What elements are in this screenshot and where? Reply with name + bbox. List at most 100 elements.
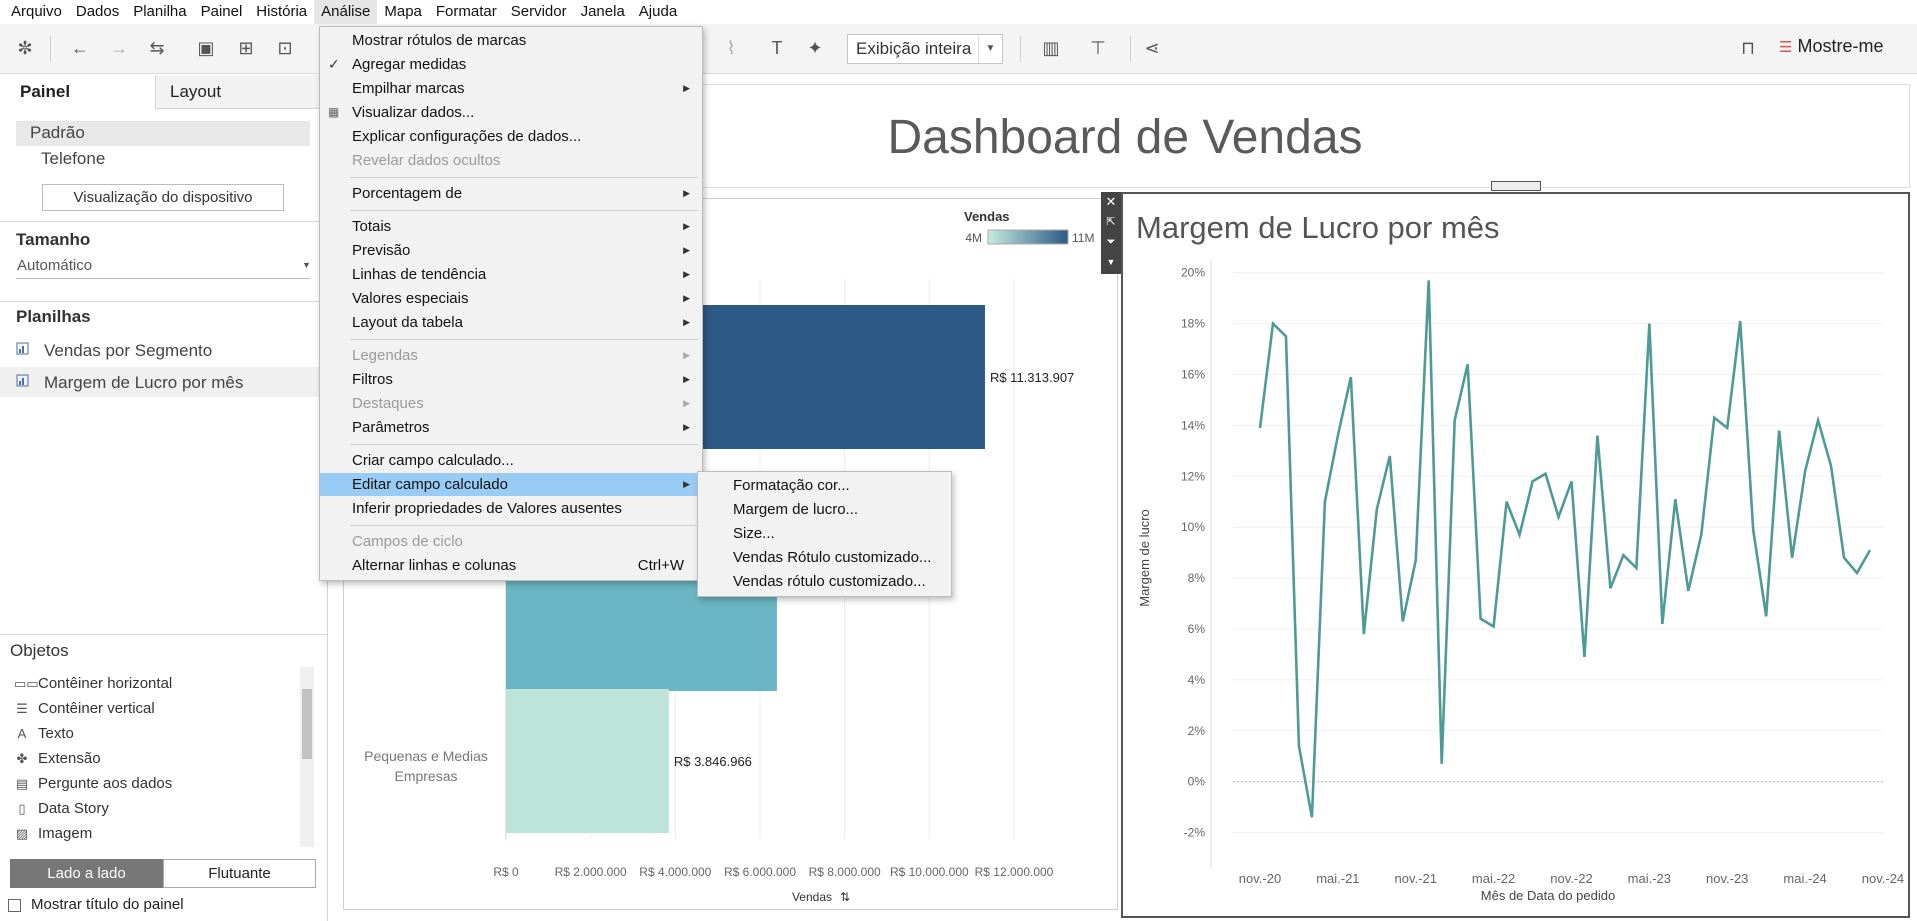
menu-dados[interactable]: Dados <box>75 3 120 20</box>
analysis-menu-item[interactable]: Layout da tabela ▶ <box>320 311 702 334</box>
share-icon[interactable]: ⋖ <box>1144 38 1160 58</box>
analysis-menu-item[interactable]: Alternar linhas e colunas Ctrl+W <box>320 554 702 577</box>
menu-painel[interactable]: Painel <box>200 3 243 20</box>
analysis-menu-item[interactable]: Inferir propriedades de Valores ausentes <box>320 497 702 520</box>
menu-item-label: Previsão <box>352 242 411 259</box>
y-tick-label: -2% <box>1184 826 1206 840</box>
analysis-menu-item[interactable]: Explicar configurações de dados... <box>320 125 702 148</box>
tab-layout[interactable]: Layout <box>155 75 328 109</box>
presentation-icon[interactable]: ⊤ <box>1090 38 1106 58</box>
analysis-menu-item[interactable]: Empilhar marcas ▶ <box>320 77 702 100</box>
show-cards-icon[interactable]: ▥ <box>1042 38 1060 58</box>
object-ask-data[interactable]: ▤ Pergunte aos dados <box>15 775 173 792</box>
redo-icon[interactable]: → <box>110 38 128 58</box>
text-icon[interactable]: T <box>771 38 783 58</box>
menu-janela[interactable]: Janela <box>580 3 625 20</box>
drag-handle[interactable] <box>1491 181 1541 191</box>
pin-icon[interactable]: ✦ <box>807 38 823 58</box>
menu-mapa[interactable]: Mapa <box>384 3 422 20</box>
menu-arquivo[interactable]: Arquivo <box>11 3 62 20</box>
analysis-menu-item[interactable]: Previsão ▶ <box>320 239 702 262</box>
analysis-menu-item[interactable]: Valores especiais ▶ <box>320 287 702 310</box>
object-image[interactable]: ▨ Imagem <box>15 825 93 842</box>
menu-item-label: Valores especiais <box>352 290 469 307</box>
show-title-checkbox[interactable] <box>8 899 21 912</box>
fit-dropdown[interactable]: Exibição inteira ▼ <box>847 34 1003 64</box>
tab-painel[interactable]: Painel <box>0 75 155 109</box>
new-datasource-icon[interactable]: ⊞ <box>238 38 254 58</box>
more-options-icon[interactable]: ▼ <box>1106 257 1116 267</box>
analysis-menu: Mostrar rótulos de marcas ✓ Agregar medida… <box>319 26 703 581</box>
menu-ajuda[interactable]: Ajuda <box>638 3 678 20</box>
analysis-menu-item[interactable]: Linhas de tendência ▶ <box>320 263 702 286</box>
x-tick-label: R$ 8.000.000 <box>809 865 881 879</box>
tableau-logo-icon[interactable]: ✼ <box>17 38 33 58</box>
calc-field-item[interactable]: Margem de lucro... <box>698 498 951 521</box>
sheet-margem-lucro[interactable]: Margem de Lucro por mês <box>44 373 244 392</box>
size-chevron-down-icon[interactable]: ▼ <box>302 260 311 270</box>
sheet-vendas-segmento[interactable]: Vendas por Segmento <box>44 341 213 360</box>
menu-planilha[interactable]: Planilha <box>133 3 187 20</box>
calc-field-item[interactable]: Formatação cor... <box>698 474 951 497</box>
y-tick-label: 18% <box>1181 317 1205 331</box>
image-icon: ▨ <box>15 825 29 841</box>
menu-item-label: Editar campo calculado <box>352 476 508 493</box>
dashboard-title: Dashboard de Vendas <box>887 111 1363 164</box>
object-horizontal-container[interactable]: ▭▭ Contêiner horizontal <box>14 675 173 692</box>
object-text[interactable]: A Texto <box>14 725 74 742</box>
calc-field-item[interactable]: Size... <box>698 522 951 545</box>
y-tick-label: 8% <box>1188 571 1206 585</box>
menu-analise[interactable]: Análise <box>314 0 378 24</box>
analysis-menu-item[interactable]: ▦ Visualizar dados... <box>320 101 702 124</box>
show-me-button[interactable]: ☰ Mostre-me <box>1779 36 1884 56</box>
save-icon[interactable]: ▣ <box>197 38 215 58</box>
menu-formatar[interactable]: Formatar <box>435 3 497 20</box>
object-data-story[interactable]: ▯ Data Story <box>14 800 108 817</box>
calc-field-item[interactable]: Vendas Rótulo customizado... <box>698 546 951 569</box>
object-vertical-container[interactable]: ☰ Contêiner vertical <box>14 700 155 717</box>
y-tick-label: 16% <box>1181 368 1205 382</box>
sheet-controls: ✕ ⇱ ⏷ ▼ <box>1101 192 1121 274</box>
analysis-menu-item: Revelar dados ocultos <box>320 149 702 172</box>
replay-icon[interactable]: ⇆ <box>149 38 165 58</box>
analysis-menu-item[interactable]: Criar campo calculado... <box>320 449 702 472</box>
object-extension[interactable]: ✤ Extensão <box>14 750 101 767</box>
calc-field-label: Formatação cor... <box>733 477 850 494</box>
tiled-button[interactable]: Lado a lado <box>10 859 163 888</box>
menu-historia[interactable]: História <box>256 3 308 20</box>
show-title-label: Mostrar título do painel <box>31 896 184 913</box>
analysis-menu-item[interactable]: Mostrar rótulos de marcas <box>320 29 702 52</box>
analysis-menu-item[interactable]: ✓ Agregar medidas <box>320 53 702 76</box>
chevron-right-icon: ▶ <box>683 83 690 93</box>
profit-margin-sheet[interactable] <box>1121 192 1910 918</box>
device-telefone[interactable]: Telefone <box>41 149 106 168</box>
pause-updates-icon[interactable]: ⊡ <box>277 38 293 58</box>
objects-scrollbar[interactable] <box>300 667 314 847</box>
size-value[interactable]: Automático <box>17 257 93 274</box>
floating-button[interactable]: Flutuante <box>163 859 316 888</box>
close-icon[interactable]: ✕ <box>1105 194 1117 209</box>
highlighter-icon[interactable]: ⊓ <box>1740 38 1756 58</box>
calc-field-item[interactable]: Vendas rótulo customizado... <box>698 570 951 593</box>
x-tick-label: mai.-21 <box>1316 871 1359 886</box>
menu-servidor[interactable]: Servidor <box>510 3 567 20</box>
undo-icon[interactable]: ← <box>71 38 89 58</box>
size-header: Tamanho <box>16 230 91 249</box>
objects-header: Objetos <box>10 641 69 660</box>
annotate-icon[interactable]: ⌇ <box>726 38 736 58</box>
device-preview-button[interactable]: Visualização do dispositivo <box>42 184 284 211</box>
device-padrao-row[interactable] <box>16 121 310 146</box>
go-to-sheet-icon[interactable]: ⇱ <box>1106 216 1116 228</box>
line-chart: -2% 0% 2% 4% 6% 8% 10% 12% 14% 16% 18% 20% nov.-20 ma… <box>1137 260 1904 903</box>
sheet-icon <box>16 342 30 360</box>
legend-color-ramp <box>987 229 1069 245</box>
analysis-menu-item[interactable]: Filtros ▶ <box>320 368 702 391</box>
filter-icon[interactable]: ⏷ <box>1106 236 1116 248</box>
analysis-menu-item[interactable]: Parâmetros ▶ <box>320 416 702 439</box>
analysis-menu-item[interactable]: Porcentagem de ▶ <box>320 182 702 205</box>
analysis-menu-item[interactable]: Totais ▶ <box>320 215 702 238</box>
menu-item-label: Totais <box>352 218 392 235</box>
menu-bar: Arquivo Dados Planilha Painel História Anális… <box>0 0 1917 24</box>
sheet-row-selected[interactable] <box>0 367 328 397</box>
analysis-menu-item[interactable]: Editar campo calculado ▶ <box>320 473 702 496</box>
